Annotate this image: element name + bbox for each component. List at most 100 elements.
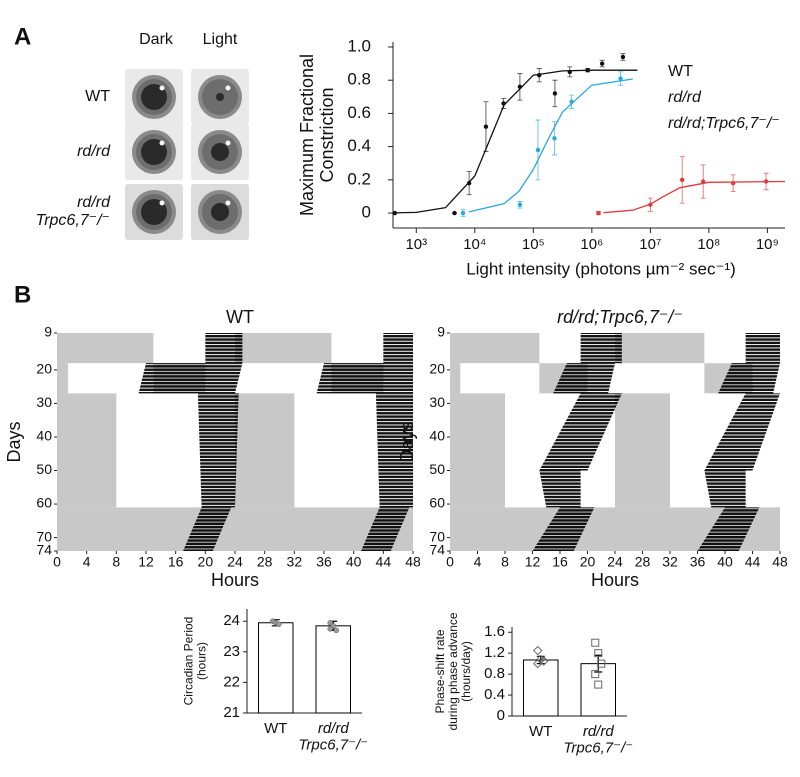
x-tick-label: 0: [53, 554, 61, 570]
x-tick-label: 0: [446, 554, 454, 570]
activity-band: [532, 507, 595, 551]
y-tick-label: 0.6: [347, 103, 371, 122]
x-tick-label: 10⁹: [756, 236, 779, 253]
data-point: [533, 658, 543, 669]
bar: [315, 625, 351, 714]
data-point: [276, 621, 282, 628]
activity-band: [553, 363, 615, 394]
x-tick-label: 12: [138, 554, 154, 570]
x-tick-label: 20: [198, 554, 214, 570]
pupil: [141, 84, 167, 110]
data-point: [452, 210, 457, 216]
x-tick-label: 16: [168, 554, 184, 570]
y-tick-label: 74: [36, 542, 52, 558]
text-line: during phase advance: [446, 612, 460, 730]
photo-row-label: rd/rd Trpc6,7⁻/⁻: [36, 194, 111, 229]
fit-curve: [392, 69, 638, 214]
y-axis-label: Circadian Period(hours): [182, 617, 209, 706]
dark-phase: [235, 393, 295, 508]
data-point: [333, 627, 339, 634]
actogram-title: rd/rd;Trpc6,7⁻/⁻: [557, 307, 683, 327]
text-line: Trpc6,7⁻/⁻: [563, 739, 633, 756]
y-tick-label: 0: [362, 203, 371, 222]
text-line: Circadian Period: [182, 617, 196, 706]
pupil: [141, 199, 167, 225]
y-tick-label: 70: [36, 528, 52, 544]
x-tick-label: 10⁸: [697, 236, 720, 253]
y-axis-label-group: Phase-shift rateduring phase advance(hou…: [433, 612, 473, 730]
x-tick-label: 24: [607, 554, 623, 570]
eye-reflection: [159, 200, 165, 206]
x-tick-label: 8: [112, 554, 120, 570]
y-tick-label: 24: [223, 612, 240, 629]
data-point: [679, 177, 685, 183]
y-tick-label: 50: [36, 461, 52, 477]
data-point: [569, 99, 574, 104]
y-tick-label: 0.2: [347, 169, 371, 188]
y-tick-label: 0: [497, 707, 505, 724]
x-tick-label: 16: [552, 554, 568, 570]
photo-row-label: rd/rd: [77, 143, 111, 160]
text-line: Constriction: [317, 87, 337, 182]
x-tick-label: 28: [257, 554, 273, 570]
panel-letter: B: [14, 281, 31, 308]
activity-band: [197, 393, 239, 508]
y-tick-label: 0.4: [484, 686, 505, 703]
y-tick-label: 0.8: [484, 665, 505, 682]
activity-band: [183, 507, 232, 551]
y-axis-label: Phase-shift rateduring phase advance(hou…: [433, 612, 473, 730]
y-tick-label: 20: [36, 361, 52, 377]
x-tick-label: 12: [525, 554, 541, 570]
panel-letter: A: [14, 23, 31, 50]
pupil: [211, 203, 229, 221]
y-tick-label: 40: [429, 428, 445, 444]
dark-phase: [57, 333, 154, 364]
data-point: [618, 76, 623, 81]
data-point: [392, 210, 398, 216]
y-tick-label: 60: [36, 495, 52, 511]
y-tick-label: 22: [223, 673, 240, 690]
x-tick-label: 20: [580, 554, 596, 570]
data-point: [596, 210, 601, 216]
dark-phase: [57, 507, 413, 551]
text-line: Maximum Fractional: [297, 54, 317, 216]
bar: [258, 622, 294, 714]
x-tick-label: 10⁷: [639, 236, 661, 253]
x-tick-label: 44: [376, 554, 392, 570]
x-tick-label: 36: [316, 554, 332, 570]
x-tick-label: 8: [501, 554, 509, 570]
x-tick-label: 48: [405, 554, 421, 570]
y-tick-label: 70: [429, 528, 445, 544]
eye-reflection: [225, 200, 231, 206]
x-tick-label: 10⁴: [463, 236, 486, 253]
data-point: [730, 180, 736, 186]
y-axis-label: Days: [397, 421, 417, 462]
dark-phase: [450, 393, 505, 508]
data-point: [594, 649, 603, 658]
activity-band: [704, 393, 780, 471]
activity-band: [138, 363, 243, 394]
x-axis-label: Hours: [591, 570, 639, 590]
data-point: [466, 180, 472, 186]
x-tick-label: rd/rd Trpc6,7⁻/⁻: [298, 720, 368, 754]
y-axis-label-group: Maximum FractionalConstriction: [297, 54, 337, 216]
data-point: [483, 124, 489, 129]
activity-band: [539, 393, 622, 471]
y-tick-label: 50: [429, 461, 445, 477]
x-tick-label: 4: [83, 554, 91, 570]
bar: [523, 659, 559, 717]
data-point: [533, 645, 543, 656]
text-line: rd/rd: [77, 194, 111, 211]
x-tick-label: 10⁵: [522, 236, 545, 253]
photo-row-label: WT: [85, 88, 110, 105]
x-tick-label: 32: [662, 554, 678, 570]
x-tick-label: WT: [529, 723, 552, 740]
data-point: [591, 670, 600, 679]
data-point: [536, 654, 546, 665]
dark-phase: [615, 333, 705, 364]
y-tick-label: 74: [429, 542, 445, 558]
x-tick-label: 10³: [405, 236, 427, 253]
x-tick-label: 10⁶: [580, 236, 603, 253]
